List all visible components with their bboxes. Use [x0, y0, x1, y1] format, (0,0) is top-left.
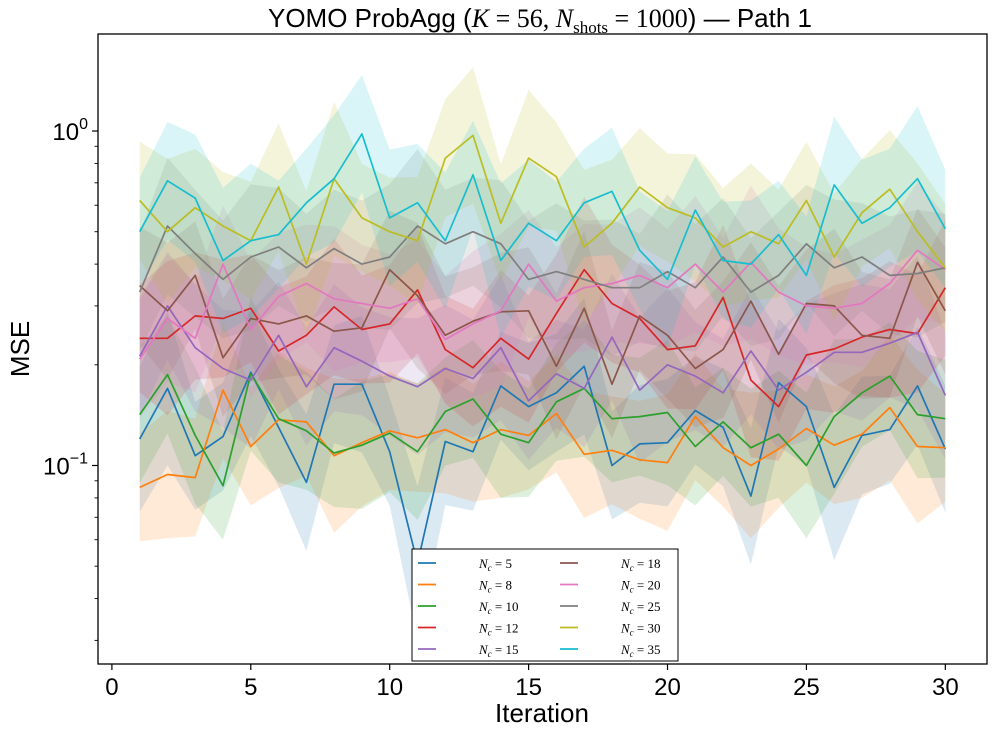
line-nc-20 — [138, 249, 946, 360]
x-axis-label: Iteration — [495, 698, 589, 728]
band-nc-20 — [139, 182, 946, 418]
x-tick-label-10: 10 — [376, 674, 403, 701]
band-nc-8 — [139, 321, 946, 542]
legend-label-nc-25: Nc = 25 — [620, 599, 661, 616]
band-nc-25 — [139, 148, 946, 356]
x-tick-label-20: 20 — [654, 674, 681, 701]
legend-label-nc-18: Nc = 18 — [620, 556, 661, 573]
legend-label-nc-5: Nc = 5 — [478, 556, 512, 573]
legend-label-nc-8: Nc = 8 — [478, 578, 512, 595]
x-tick-label-25: 25 — [793, 674, 820, 701]
x-tick-label-0: 0 — [105, 674, 118, 701]
line-nc-15 — [138, 305, 947, 402]
x-tick-label-15: 15 — [515, 674, 542, 701]
band-nc-12 — [139, 196, 946, 461]
line-nc-30 — [139, 134, 946, 269]
plot-frame — [97, 33, 988, 665]
y-axis: 10−1 100 — [43, 116, 98, 641]
line-nc-18 — [139, 261, 947, 386]
legend-label-nc-10: Nc = 10 — [478, 599, 519, 616]
line-nc-35 — [138, 133, 947, 281]
legend-label-nc-35: Nc = 35 — [620, 642, 661, 659]
line-nc-10 — [139, 372, 946, 487]
line-nc-5 — [138, 365, 947, 565]
line-nc-25 — [138, 225, 946, 293]
band-nc-18 — [139, 208, 946, 439]
x-axis: 0 5 10 15 20 25 30 — [105, 664, 959, 701]
legend: Nc = 5 Nc = 8 Nc = 10 Nc = 12 Nc = 15 Nc = 18… — [411, 548, 679, 662]
y-tick-label-1: 100 — [52, 116, 88, 146]
band-nc-15 — [139, 251, 946, 463]
line-nc-8 — [139, 389, 946, 489]
x-tick-label-30: 30 — [932, 674, 959, 701]
legend-box — [411, 548, 679, 662]
y-axis-label: MSE — [5, 321, 35, 377]
legend-label-nc-20: Nc = 20 — [620, 578, 661, 595]
x-tick-label-5: 5 — [244, 674, 257, 701]
band-nc-35 — [139, 75, 946, 348]
legend-label-nc-12: Nc = 12 — [478, 621, 519, 638]
y-tick-label-0.1: 10−1 — [43, 450, 88, 480]
legend-label-nc-30: Nc = 30 — [620, 621, 661, 638]
legend-label-nc-15: Nc = 15 — [478, 642, 519, 659]
series-lines — [138, 133, 947, 565]
chart-title: YOMO ProbAgg (K = 56, Nshots = 1000) — P… — [268, 3, 812, 37]
